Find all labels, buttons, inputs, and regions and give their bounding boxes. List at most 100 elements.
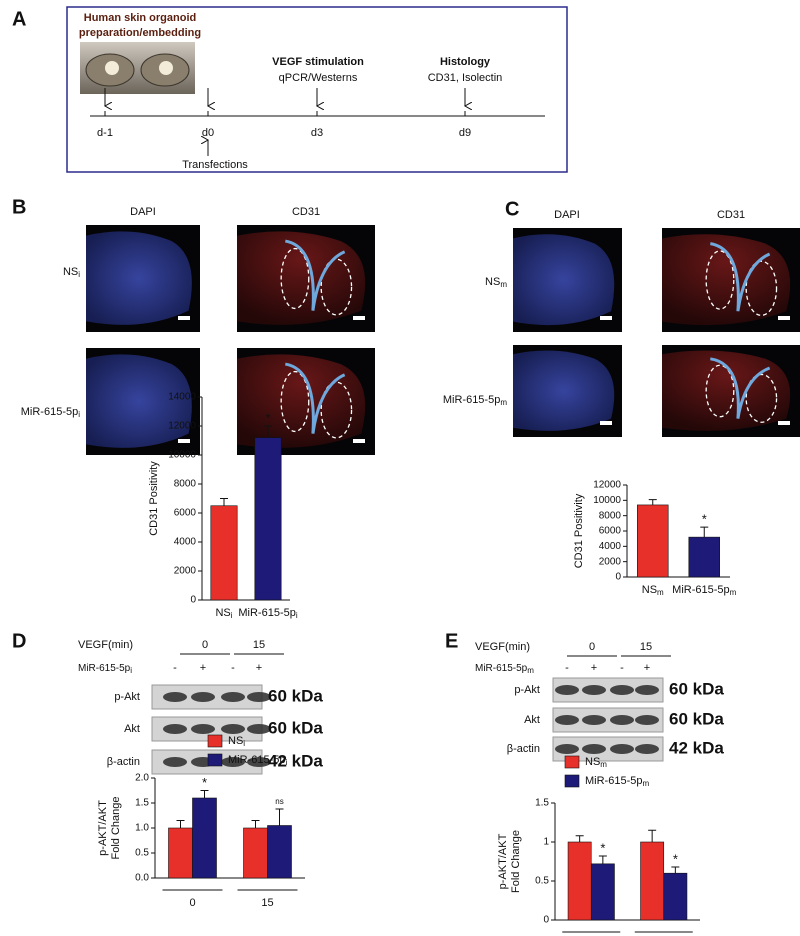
day-label: d0 — [202, 127, 214, 139]
x-tick-label-sub: m — [730, 588, 737, 597]
panel-frame — [66, 6, 568, 173]
treatment-label: VEGF(min) — [78, 639, 133, 651]
protein-size: 42 kDa — [669, 738, 724, 757]
row-label: NSi — [63, 266, 80, 279]
protein-size: 60 kDa — [268, 718, 323, 737]
y-tick-label: 0 — [615, 572, 621, 583]
sign-label: + — [644, 662, 650, 674]
y-tick-label: 2.0 — [135, 773, 149, 784]
tissue — [86, 354, 192, 448]
y-axis-label: CD31 Positivity — [573, 493, 585, 568]
sign-label: - — [231, 662, 235, 674]
dapi-image — [86, 225, 200, 332]
significance-label: * — [202, 775, 207, 790]
bar — [590, 863, 615, 921]
y-tick-label: 10000 — [593, 495, 621, 506]
region-oval — [745, 260, 778, 317]
region-oval — [320, 258, 353, 316]
column-label: CD31 — [292, 206, 320, 218]
step-detail: CD31, Isolectin — [428, 72, 503, 84]
y-axis-label: Fold Change — [510, 830, 522, 893]
epidermis-line — [709, 357, 771, 419]
y-tick-label: 2000 — [599, 556, 622, 567]
row-label-sub: i — [78, 410, 80, 419]
y-tick-label: 6000 — [174, 508, 197, 519]
step-title: Histology — [440, 56, 491, 68]
x-tick-label: 0 — [189, 897, 195, 909]
dapi-image — [86, 348, 200, 455]
legend-label-main: NS — [585, 756, 600, 768]
bar — [254, 437, 282, 601]
legend-swatch — [564, 774, 580, 788]
scale-bar — [778, 421, 790, 425]
x-tick-label-sub: i — [296, 611, 298, 620]
legend-label: MiR-615-5pi — [228, 754, 287, 767]
tissue — [237, 231, 366, 325]
blot-band — [247, 692, 271, 702]
y-tick-label: 1.5 — [135, 798, 149, 809]
y-tick-label: 10000 — [168, 450, 196, 461]
blot-band — [635, 715, 659, 725]
row-label-sub: i — [78, 270, 80, 279]
blot-band — [163, 692, 187, 702]
bar — [640, 841, 665, 921]
y-axis-label: CD31 Positivity — [148, 461, 160, 536]
error-bar — [575, 835, 584, 842]
error-bar — [200, 790, 209, 798]
scale-bar — [178, 316, 190, 320]
y-tick-label: 0.5 — [535, 876, 549, 887]
time-label: 15 — [253, 639, 265, 651]
region-oval — [320, 381, 353, 439]
protein-size: 60 kDa — [669, 709, 724, 728]
legend-label: NSi — [228, 735, 245, 748]
scale-bar — [778, 316, 790, 320]
error-bar — [598, 855, 607, 864]
blot-band — [555, 744, 579, 754]
significance-label: * — [600, 840, 605, 855]
tissue — [237, 354, 366, 448]
error-bar — [671, 866, 680, 874]
cd31-image — [237, 348, 375, 455]
blot-name: p-Akt — [114, 691, 140, 703]
panel-label: C — [505, 198, 519, 220]
tissue — [513, 350, 615, 431]
sign-label: + — [591, 662, 597, 674]
column-label: DAPI — [554, 209, 580, 221]
blot-name: β-actin — [107, 756, 140, 768]
legend-swatch — [564, 755, 580, 769]
x-tick-label-sub: m — [657, 588, 664, 597]
blot-band — [221, 724, 245, 734]
row-label: MiR-615-5pi — [21, 406, 80, 419]
x-tick-label: 15 — [261, 897, 273, 909]
legend-label-main: MiR-615-5p — [228, 754, 285, 766]
blot-band — [555, 715, 579, 725]
blot-band — [635, 685, 659, 695]
legend-label-sub: i — [243, 739, 245, 748]
y-tick-label: 0 — [543, 915, 549, 926]
row-label: NSm — [485, 276, 507, 289]
blot-band — [610, 685, 634, 695]
time-label: 0 — [202, 639, 208, 651]
bar — [663, 872, 688, 921]
blot-band — [247, 724, 271, 734]
row-label-main: MiR-615-5p — [21, 406, 78, 418]
x-tick-label: NSm — [642, 584, 664, 597]
scale-bar — [353, 439, 365, 443]
blot-band — [191, 692, 215, 702]
legend-swatch — [207, 753, 223, 767]
legend-label-main: MiR-615-5p — [585, 775, 642, 787]
row-label-main: NS — [485, 276, 500, 288]
sign-label: + — [256, 662, 262, 674]
region-oval — [745, 373, 778, 423]
inset-title: preparation/embedding — [79, 27, 201, 39]
significance-label: * — [265, 410, 270, 425]
cd31-image — [237, 225, 375, 332]
tissue — [662, 350, 791, 431]
x-tick-label-main: NS — [642, 584, 657, 596]
treatment-label: VEGF(min) — [475, 641, 530, 653]
blot-band — [163, 757, 187, 767]
protein-size: 42 kDa — [268, 751, 323, 770]
error-bar — [264, 425, 272, 438]
scale-bar — [600, 316, 612, 320]
